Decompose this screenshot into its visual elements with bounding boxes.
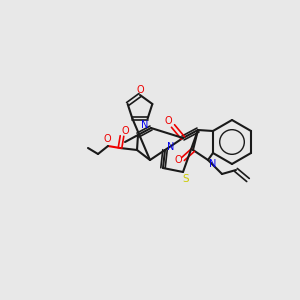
Text: O: O — [121, 126, 129, 136]
Text: N: N — [209, 159, 217, 169]
Text: O: O — [174, 155, 182, 165]
Text: N: N — [167, 142, 175, 152]
Text: O: O — [164, 116, 172, 126]
Text: O: O — [136, 85, 144, 95]
Text: S: S — [183, 174, 189, 184]
Text: N: N — [141, 120, 149, 130]
Text: O: O — [103, 134, 111, 144]
